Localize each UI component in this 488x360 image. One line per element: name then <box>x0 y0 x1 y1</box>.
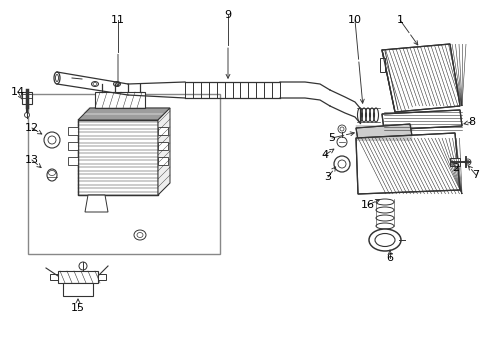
Text: 8: 8 <box>468 117 475 127</box>
Text: 5: 5 <box>328 133 335 143</box>
Circle shape <box>336 137 346 147</box>
Text: 15: 15 <box>71 303 85 313</box>
Bar <box>449 158 459 166</box>
Text: 6: 6 <box>386 253 393 263</box>
Bar <box>68 157 78 165</box>
Polygon shape <box>355 124 411 140</box>
Bar <box>98 274 106 280</box>
Text: 7: 7 <box>471 170 479 180</box>
Text: 1: 1 <box>396 15 403 25</box>
Polygon shape <box>381 44 459 112</box>
Text: 10: 10 <box>347 15 361 25</box>
Text: 16: 16 <box>360 200 374 210</box>
Circle shape <box>44 132 60 148</box>
Polygon shape <box>78 108 170 120</box>
Bar <box>63 283 93 296</box>
Circle shape <box>464 159 470 165</box>
Polygon shape <box>78 120 158 195</box>
Bar <box>68 142 78 150</box>
Ellipse shape <box>91 81 98 86</box>
Text: 9: 9 <box>224 10 231 20</box>
Ellipse shape <box>47 169 57 181</box>
Text: 14: 14 <box>11 87 25 97</box>
Ellipse shape <box>134 230 146 240</box>
Polygon shape <box>381 110 461 130</box>
Ellipse shape <box>368 229 400 251</box>
Polygon shape <box>379 58 384 72</box>
Circle shape <box>24 112 29 117</box>
Text: 2: 2 <box>451 163 459 173</box>
Bar <box>68 127 78 135</box>
Polygon shape <box>355 133 459 194</box>
Text: 13: 13 <box>25 155 39 165</box>
Circle shape <box>333 156 349 172</box>
Polygon shape <box>85 195 108 212</box>
Bar <box>28 94 220 254</box>
Text: 11: 11 <box>111 15 125 25</box>
Bar <box>158 127 168 135</box>
Ellipse shape <box>54 72 60 84</box>
Bar <box>158 157 168 165</box>
Circle shape <box>79 262 87 270</box>
Circle shape <box>337 125 346 133</box>
Text: 12: 12 <box>25 123 39 133</box>
Bar <box>22 92 32 104</box>
Polygon shape <box>158 108 170 195</box>
Text: 4: 4 <box>321 150 328 160</box>
Ellipse shape <box>113 81 120 86</box>
Bar <box>58 271 98 283</box>
Text: 3: 3 <box>324 172 331 182</box>
Bar <box>50 274 58 280</box>
Bar <box>158 142 168 150</box>
Polygon shape <box>95 92 145 108</box>
